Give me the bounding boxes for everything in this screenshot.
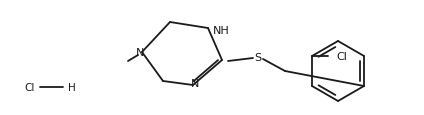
Text: H: H <box>68 82 76 92</box>
Text: Cl: Cl <box>25 82 35 92</box>
Text: S: S <box>254 53 262 62</box>
Text: NH: NH <box>213 26 230 36</box>
Text: N: N <box>191 78 199 88</box>
Text: N: N <box>136 48 144 58</box>
Text: Cl: Cl <box>336 52 347 61</box>
